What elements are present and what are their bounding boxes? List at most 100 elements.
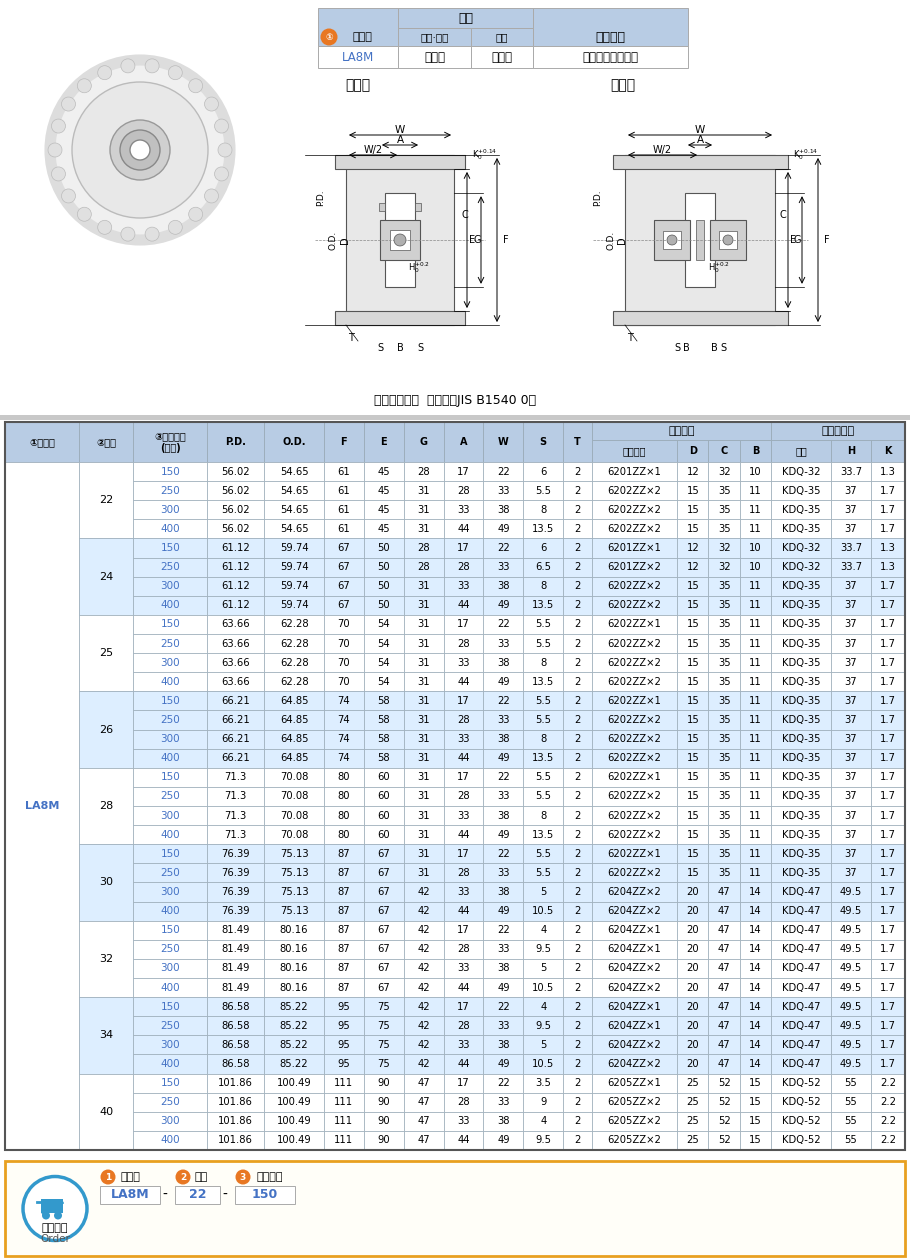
Bar: [831, 481, 871, 500]
Circle shape: [723, 235, 733, 246]
Text: 75: 75: [378, 1040, 390, 1050]
Bar: [404, 596, 443, 614]
Bar: [364, 1112, 404, 1131]
Bar: [871, 462, 905, 481]
Bar: [709, 768, 740, 787]
Text: 2: 2: [574, 715, 581, 725]
Text: 2: 2: [574, 1002, 581, 1012]
Bar: [79, 845, 133, 920]
Bar: [264, 845, 324, 864]
Bar: [871, 845, 905, 864]
Bar: [831, 901, 871, 920]
Text: KDQ-52: KDQ-52: [782, 1117, 820, 1127]
Bar: [133, 1131, 207, 1149]
Text: 2: 2: [574, 811, 581, 821]
Text: 5.5: 5.5: [535, 849, 551, 859]
Text: 40: 40: [99, 1107, 113, 1117]
Bar: [404, 997, 443, 1016]
Bar: [483, 1112, 523, 1131]
Text: 87: 87: [338, 849, 350, 859]
Text: 6201ZZ×1: 6201ZZ×1: [608, 543, 662, 553]
Text: 42: 42: [418, 1040, 430, 1050]
Bar: [563, 596, 592, 614]
Bar: [592, 691, 677, 710]
Bar: [677, 1055, 709, 1074]
Text: 4: 4: [541, 1117, 546, 1127]
Text: 45: 45: [378, 505, 390, 515]
Bar: [563, 1016, 592, 1035]
Text: 1.7: 1.7: [880, 657, 896, 667]
Bar: [771, 439, 831, 462]
Text: 61.12: 61.12: [221, 543, 250, 553]
Bar: [831, 845, 871, 864]
Bar: [523, 481, 563, 500]
Text: 56.02: 56.02: [221, 524, 250, 534]
Bar: [404, 845, 443, 864]
Bar: [831, 691, 871, 710]
Bar: [740, 635, 771, 653]
Text: 28: 28: [418, 562, 430, 572]
Bar: [483, 614, 523, 635]
Bar: [364, 729, 404, 749]
Text: 95: 95: [338, 1040, 350, 1050]
Bar: [871, 978, 905, 997]
Bar: [443, 558, 483, 577]
Text: 47: 47: [718, 906, 731, 917]
Bar: [398, 28, 471, 47]
Text: 100.49: 100.49: [277, 1098, 311, 1107]
Text: LA8M: LA8M: [111, 1188, 149, 1201]
Bar: [709, 558, 740, 577]
Bar: [404, 558, 443, 577]
Text: 2: 2: [574, 944, 581, 954]
Bar: [364, 577, 404, 596]
Bar: [831, 635, 871, 653]
Bar: [592, 845, 677, 864]
Bar: [709, 749, 740, 768]
Circle shape: [218, 144, 232, 157]
Bar: [404, 462, 443, 481]
Text: 3: 3: [240, 1172, 246, 1181]
Text: 2: 2: [574, 619, 581, 630]
Bar: [871, 519, 905, 539]
Bar: [771, 1093, 831, 1112]
Bar: [264, 635, 324, 653]
Text: 1.7: 1.7: [880, 888, 896, 896]
Bar: [133, 768, 207, 787]
Text: 64.85: 64.85: [280, 734, 308, 744]
Bar: [318, 8, 398, 47]
Bar: [264, 883, 324, 901]
Bar: [324, 1112, 364, 1131]
Bar: [771, 596, 831, 614]
Bar: [324, 500, 364, 519]
Text: F: F: [340, 437, 348, 447]
Text: 8: 8: [541, 734, 546, 744]
Bar: [404, 768, 443, 787]
Bar: [41, 1199, 63, 1212]
Text: 54.65: 54.65: [279, 486, 308, 496]
Text: KDQ-35: KDQ-35: [782, 753, 820, 763]
Text: 15: 15: [686, 486, 699, 496]
Text: 20: 20: [686, 1002, 699, 1012]
Text: 33: 33: [497, 792, 510, 802]
Bar: [831, 729, 871, 749]
Bar: [563, 672, 592, 691]
Text: 56.02: 56.02: [221, 505, 250, 515]
Text: 300: 300: [160, 1117, 180, 1127]
Text: 70: 70: [338, 657, 350, 667]
Bar: [207, 653, 264, 672]
Text: 11: 11: [749, 582, 762, 592]
Text: KDQ-35: KDQ-35: [782, 830, 820, 840]
Text: 10.5: 10.5: [532, 982, 554, 992]
Bar: [404, 710, 443, 729]
Bar: [677, 558, 709, 577]
Text: 10.5: 10.5: [532, 906, 554, 917]
Bar: [740, 978, 771, 997]
Bar: [677, 959, 709, 978]
Text: 11: 11: [749, 849, 762, 859]
Text: 卡簧槽尺寸: 卡簧槽尺寸: [822, 426, 854, 436]
Bar: [324, 481, 364, 500]
Bar: [771, 481, 831, 500]
Text: 100.49: 100.49: [277, 1136, 311, 1146]
Bar: [831, 462, 871, 481]
Text: 类型码: 类型码: [120, 1172, 140, 1182]
